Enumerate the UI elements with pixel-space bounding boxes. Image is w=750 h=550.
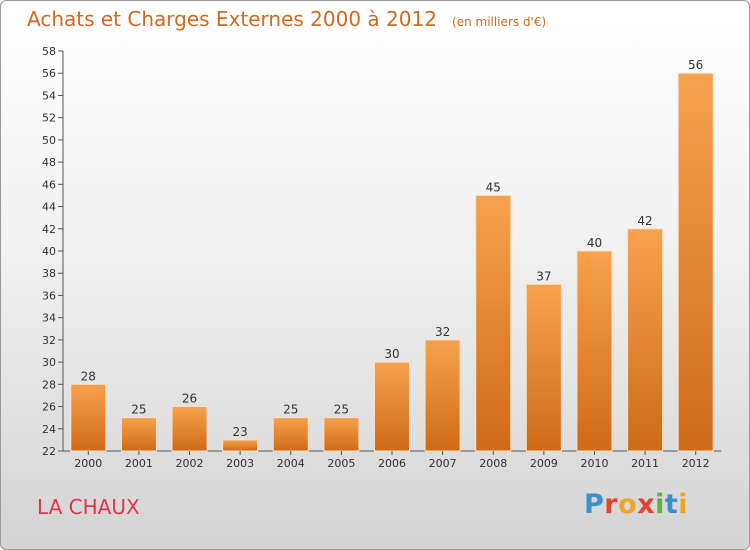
bar-value-label: 56 — [688, 58, 703, 72]
y-tick-label: 56 — [42, 67, 56, 80]
bar — [222, 439, 259, 452]
chart-title: Achats et Charges Externes 2000 à 2012 — [27, 7, 437, 31]
x-tick-label: 2000 — [74, 457, 102, 470]
y-tick-label: 54 — [42, 89, 56, 102]
bar — [171, 406, 208, 452]
commune-name: LA CHAUX — [37, 495, 140, 519]
x-tick-label: 2011 — [631, 457, 659, 470]
logo-letter: i — [678, 489, 689, 520]
proxiti-logo[interactable]: Proxiti — [584, 489, 688, 520]
y-tick-label: 38 — [42, 267, 56, 280]
bar-value-label: 32 — [435, 325, 450, 339]
bar — [677, 72, 714, 452]
chart-header: Achats et Charges Externes 2000 à 2012 (… — [27, 7, 546, 31]
bar — [424, 339, 461, 452]
bar — [475, 194, 512, 452]
bar — [272, 417, 309, 452]
bar-value-label: 23 — [233, 425, 248, 439]
y-tick-label: 42 — [42, 223, 56, 236]
bar-value-label: 45 — [486, 180, 501, 194]
x-tick-label: 2007 — [429, 457, 457, 470]
bar — [576, 250, 613, 452]
bar-value-label: 40 — [587, 236, 602, 250]
x-tick-label: 2003 — [226, 457, 254, 470]
logo-letter: t — [664, 489, 679, 520]
y-tick-label: 44 — [42, 201, 56, 214]
x-tick-label: 2008 — [479, 457, 507, 470]
bar — [627, 228, 664, 452]
chart-subtitle: (en milliers d'€) — [452, 15, 547, 29]
y-tick-label: 48 — [42, 156, 56, 169]
logo-letter: P — [584, 489, 605, 520]
logo-letter: r — [604, 489, 619, 520]
bar-value-label: 25 — [283, 403, 298, 417]
bar-value-label: 25 — [334, 403, 349, 417]
bar-value-label: 30 — [384, 347, 399, 361]
logo-letter: x — [637, 489, 656, 520]
y-tick-label: 36 — [42, 289, 56, 302]
y-tick-label: 24 — [42, 423, 56, 436]
bar — [323, 417, 360, 452]
bar-value-label: 25 — [131, 403, 146, 417]
y-tick-label: 46 — [42, 178, 56, 191]
bar — [374, 361, 410, 452]
x-tick-label: 2005 — [327, 457, 355, 470]
bar-value-label: 37 — [536, 269, 551, 283]
y-tick-label: 40 — [42, 245, 56, 258]
y-tick-label: 32 — [42, 334, 56, 347]
logo-letter: i — [655, 489, 665, 520]
bar — [70, 383, 107, 452]
bar-value-label: 26 — [182, 392, 197, 406]
x-tick-label: 2006 — [378, 457, 406, 470]
y-tick-label: 52 — [42, 112, 56, 125]
bar — [120, 417, 157, 452]
x-tick-label: 2002 — [176, 457, 204, 470]
x-tick-label: 2001 — [125, 457, 153, 470]
x-tick-label: 2004 — [277, 457, 305, 470]
y-tick-label: 58 — [42, 45, 56, 58]
x-tick-label: 2012 — [682, 457, 710, 470]
bar-value-label: 28 — [81, 369, 96, 383]
y-tick-label: 34 — [42, 312, 56, 325]
x-tick-label: 2009 — [530, 457, 558, 470]
y-tick-label: 30 — [42, 356, 56, 369]
bar — [525, 283, 562, 452]
y-tick-label: 28 — [42, 378, 56, 391]
y-tick-label: 26 — [42, 401, 56, 414]
x-tick-label: 2010 — [580, 457, 608, 470]
y-tick-label: 50 — [42, 134, 56, 147]
bar-value-label: 42 — [637, 214, 652, 228]
y-tick-label: 22 — [42, 445, 56, 458]
logo-letter: o — [618, 489, 638, 520]
